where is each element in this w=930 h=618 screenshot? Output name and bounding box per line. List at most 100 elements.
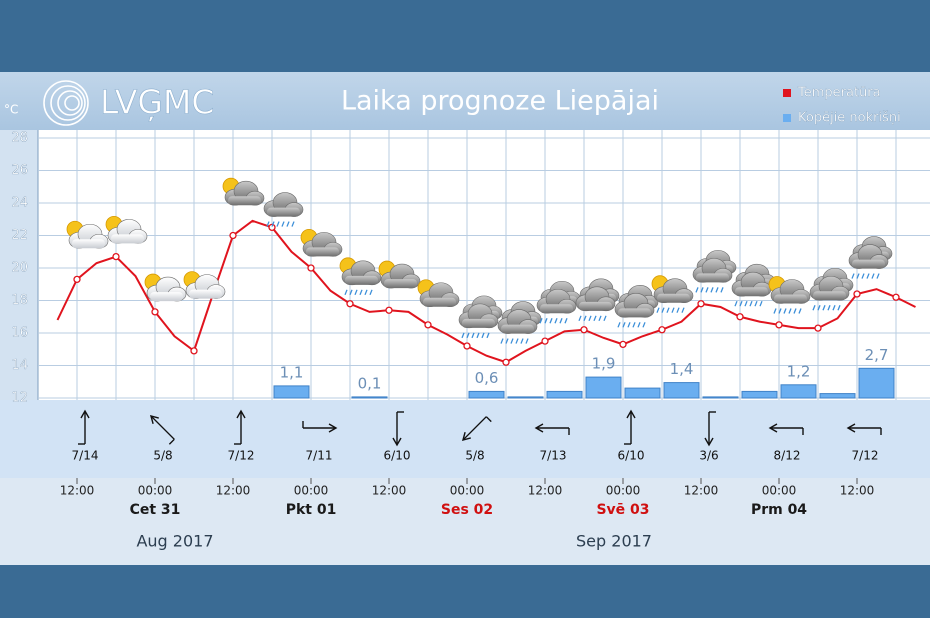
rain: [710, 287, 714, 293]
rain: [281, 221, 285, 227]
wind-arrow: [302, 421, 338, 433]
weather-icon: [614, 285, 659, 328]
rain: [291, 221, 295, 227]
cloud-part: [345, 275, 378, 285]
day-label: Cet 31: [130, 502, 181, 518]
precip-bar: [663, 382, 700, 399]
y-tick-label: 24: [11, 196, 28, 211]
x-tick-label: 12:00: [60, 484, 95, 498]
rain: [466, 332, 470, 339]
wind-arrow: [624, 409, 636, 445]
cloud-part: [813, 291, 846, 301]
rain: [822, 305, 826, 311]
rain: [681, 307, 685, 313]
day-label: Ses 02: [441, 502, 493, 518]
precip-value-label: 0,1: [358, 374, 382, 392]
rain: [564, 318, 568, 324]
cloud-part: [384, 279, 417, 289]
rain: [851, 273, 855, 279]
temperature-point: [346, 300, 354, 308]
rain: [715, 287, 719, 293]
wind-label: 5/8: [153, 449, 172, 463]
x-tick-label: 00:00: [450, 484, 485, 498]
wind-head: [149, 414, 159, 424]
precip-bar: [507, 396, 544, 399]
wind-head: [236, 409, 246, 419]
precip-bar: [273, 385, 310, 399]
wind-label: 5/8: [465, 449, 484, 463]
weather-icon: [575, 278, 620, 322]
y-tick-label: 28: [11, 131, 28, 146]
temperature-point: [307, 264, 315, 272]
x-tick-label: 12:00: [528, 484, 563, 498]
rain: [759, 300, 763, 307]
logo-mark: [43, 80, 89, 126]
temperature-point: [697, 300, 705, 308]
cloud-part: [618, 308, 651, 318]
rain: [642, 322, 646, 328]
cloud-part: [267, 207, 300, 217]
wind-tail: [485, 416, 492, 423]
weather-icon: [768, 276, 811, 314]
weather-icon: [458, 295, 503, 339]
rain: [588, 315, 592, 322]
rain: [369, 289, 373, 296]
cloud-part: [228, 196, 261, 206]
chart-title: Laika prognoze Liepājai: [341, 86, 659, 117]
rain: [271, 221, 275, 227]
cloud-part: [150, 292, 183, 302]
wind-shaft: [151, 416, 175, 440]
x-tick-label: 00:00: [294, 484, 329, 498]
rain: [661, 307, 665, 313]
rain: [812, 305, 816, 311]
rain: [773, 308, 777, 314]
rain: [471, 332, 475, 339]
temperature-point: [736, 313, 744, 321]
precip-value-label: 1,4: [670, 360, 694, 378]
wind-label: 7/13: [540, 449, 567, 463]
rain: [866, 273, 870, 279]
wind-arrow: [768, 423, 804, 435]
rain: [286, 221, 290, 227]
temperature-point: [853, 290, 861, 298]
rain: [632, 322, 636, 328]
precip-bar: [468, 390, 505, 399]
weather-icon: [144, 273, 187, 302]
cloud-part: [72, 239, 105, 249]
precip-value-label: 1,1: [280, 363, 304, 381]
temperature-point: [892, 293, 900, 301]
cloud-part: [735, 287, 768, 297]
wind-label: 7/12: [228, 449, 255, 463]
precip-bar: [585, 376, 622, 399]
rain: [817, 305, 821, 311]
temperature-point: [580, 326, 588, 334]
time-axis-area: [0, 478, 930, 565]
weather-icon: [536, 280, 581, 324]
precip-value-label: 0,6: [475, 369, 499, 387]
wind-label: 3/6: [699, 449, 718, 463]
cloud-part: [579, 301, 612, 311]
precip-value-label: 1,9: [592, 355, 616, 373]
y-axis-unit: °C: [4, 103, 18, 117]
wind-arrow: [461, 416, 492, 442]
rain: [695, 287, 699, 293]
rain: [739, 300, 743, 307]
rain: [481, 332, 485, 339]
rain: [359, 289, 363, 296]
wind-label: 7/12: [852, 449, 879, 463]
x-tick-label: 12:00: [372, 484, 407, 498]
wind-head: [846, 423, 856, 433]
rain: [617, 322, 621, 328]
wind-head: [80, 409, 90, 419]
month-label: Sep 2017: [576, 532, 652, 551]
rain: [666, 307, 670, 313]
rain: [832, 305, 836, 311]
wind-arrow: [704, 411, 716, 447]
cloud-part: [306, 247, 339, 257]
rain: [515, 338, 519, 344]
wind-head: [768, 423, 778, 433]
rain: [461, 332, 465, 339]
temperature-point: [190, 347, 198, 355]
cloud-part: [111, 234, 144, 244]
